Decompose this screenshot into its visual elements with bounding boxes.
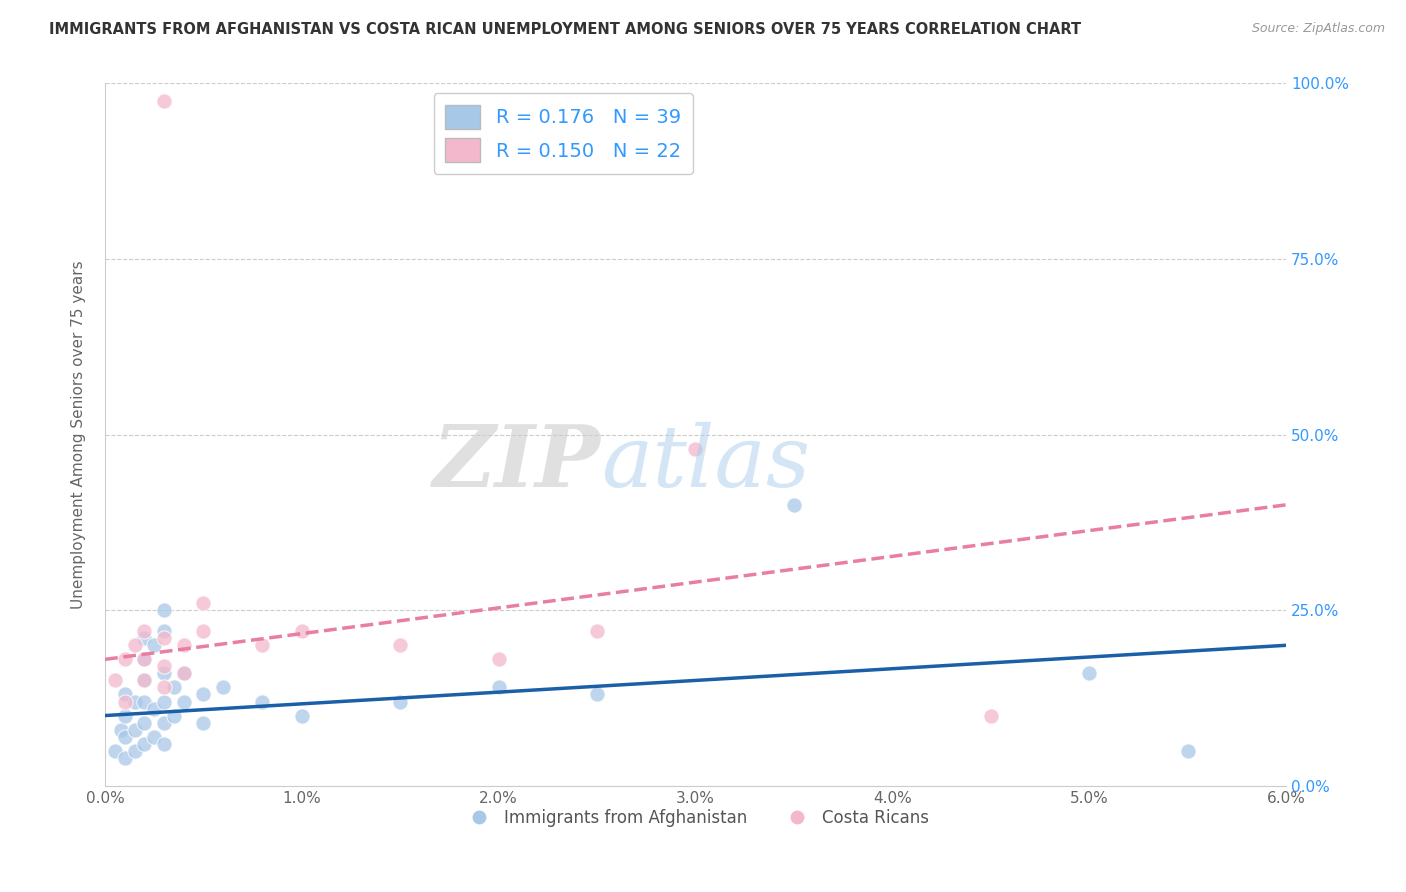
Point [389,638,412,652]
Point [134,673,156,688]
Point [124,723,146,737]
Point [114,708,136,723]
Point [134,624,156,639]
Point [134,632,156,646]
Point [173,666,195,681]
Point [143,638,166,652]
Text: IMMIGRANTS FROM AFGHANISTAN VS COSTA RICAN UNEMPLOYMENT AMONG SENIORS OVER 75 YE: IMMIGRANTS FROM AFGHANISTAN VS COSTA RIC… [49,22,1081,37]
Point [104,673,127,688]
Point [153,694,176,708]
Point [153,715,176,730]
Point [110,723,132,737]
Point [134,715,156,730]
Point [114,688,136,702]
Point [114,730,136,744]
Point [143,701,166,715]
Point [134,673,156,688]
Point [153,632,176,646]
Text: Source: ZipAtlas.com: Source: ZipAtlas.com [1251,22,1385,36]
Point [389,694,412,708]
Point [1177,744,1199,758]
Point [153,624,176,639]
Point [114,652,136,666]
Point [291,708,314,723]
Text: atlas: atlas [600,421,810,504]
Point [114,694,136,708]
Point [143,730,166,744]
Point [252,638,274,652]
Point [193,624,215,639]
Y-axis label: Unemployment Among Seniors over 75 years: Unemployment Among Seniors over 75 years [72,260,86,609]
Point [1078,666,1101,681]
Point [134,652,156,666]
Point [212,681,235,695]
Point [488,652,510,666]
Point [153,94,176,108]
Point [153,659,176,673]
Point [153,603,176,617]
Point [124,638,146,652]
Point [586,624,609,639]
Point [163,681,186,695]
Point [134,694,156,708]
Point [134,652,156,666]
Point [783,498,806,512]
Point [153,737,176,751]
Point [488,681,510,695]
Point [173,694,195,708]
Point [252,694,274,708]
Point [193,715,215,730]
Point [193,688,215,702]
Point [124,694,146,708]
Point [104,744,127,758]
Point [114,750,136,764]
Point [980,708,1002,723]
Text: ZIP: ZIP [433,421,600,505]
Point [173,666,195,681]
Point [153,666,176,681]
Point [163,708,186,723]
Point [153,681,176,695]
Point [685,442,707,456]
Point [193,596,215,610]
Point [124,744,146,758]
Point [586,688,609,702]
Legend: Immigrants from Afghanistan, Costa Ricans: Immigrants from Afghanistan, Costa Rican… [456,802,935,834]
Point [134,737,156,751]
Point [173,638,195,652]
Point [291,624,314,639]
